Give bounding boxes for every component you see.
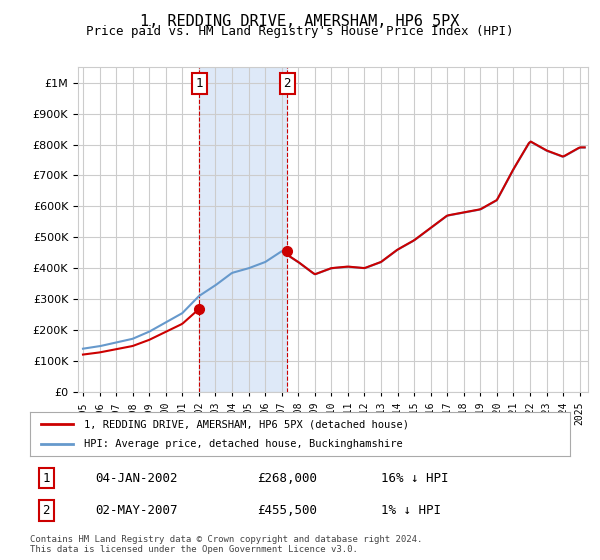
Text: 1: 1 — [196, 77, 203, 90]
Bar — [199, 67, 287, 392]
Text: 1: 1 — [43, 472, 50, 484]
Text: £268,000: £268,000 — [257, 472, 317, 484]
Text: 1, REDDING DRIVE, AMERSHAM, HP6 5PX (detached house): 1, REDDING DRIVE, AMERSHAM, HP6 5PX (det… — [84, 419, 409, 429]
Text: £455,500: £455,500 — [257, 504, 317, 517]
Text: 02-MAY-2007: 02-MAY-2007 — [95, 504, 178, 517]
Text: 2: 2 — [43, 504, 50, 517]
Text: 1, REDDING DRIVE, AMERSHAM, HP6 5PX: 1, REDDING DRIVE, AMERSHAM, HP6 5PX — [140, 14, 460, 29]
Text: Price paid vs. HM Land Registry's House Price Index (HPI): Price paid vs. HM Land Registry's House … — [86, 25, 514, 38]
Text: 1% ↓ HPI: 1% ↓ HPI — [381, 504, 441, 517]
Text: HPI: Average price, detached house, Buckinghamshire: HPI: Average price, detached house, Buck… — [84, 439, 403, 449]
Text: 04-JAN-2002: 04-JAN-2002 — [95, 472, 178, 484]
Text: Contains HM Land Registry data © Crown copyright and database right 2024.
This d: Contains HM Land Registry data © Crown c… — [30, 535, 422, 554]
Text: 16% ↓ HPI: 16% ↓ HPI — [381, 472, 449, 484]
Text: 2: 2 — [283, 77, 291, 90]
